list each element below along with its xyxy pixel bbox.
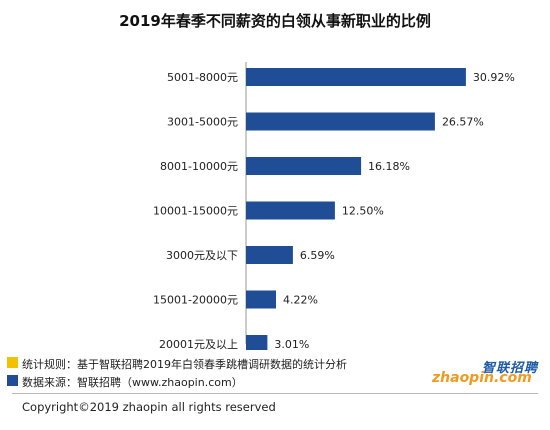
bar-chart: 5001-8000元 30.92% 3001-5000元 26.57% 8001-100… — [153, 62, 515, 350]
value-label-5: 4.22% — [283, 294, 318, 307]
bars-group: 5001-8000元 30.92% 3001-5000元 26.57% 8001-100… — [153, 68, 515, 350]
bar-2 — [246, 157, 362, 175]
note-source: 数据来源：智联招聘（www.zhaopin.com） — [7, 374, 243, 390]
category-label-0: 5001-8000元 — [167, 71, 238, 84]
note-source-text: 数据来源：智联招聘（www.zhaopin.com） — [22, 376, 243, 389]
bar-5 — [246, 290, 276, 309]
copyright-text: Copyright©2019 zhaopin all rights reserv… — [22, 400, 276, 414]
blue-square-icon — [7, 375, 18, 386]
yellow-square-icon — [7, 357, 18, 368]
value-label-2: 16.18% — [368, 160, 410, 173]
value-label-4: 6.59% — [300, 249, 335, 262]
footer-divider — [12, 393, 538, 394]
note-rule-text: 统计规则：基于智联招聘2019年白领春季跳槽调研数据的统计分析 — [22, 358, 347, 371]
category-label-1: 3001-5000元 — [167, 116, 238, 129]
category-label-4: 3000元及以下 — [166, 249, 238, 262]
logo-en-text: zhaopin.com — [432, 370, 532, 386]
category-label-6: 20001元及以上 — [159, 338, 238, 350]
chart-title: 2019年春季不同薪资的白领从事新职业的比例 — [119, 12, 431, 30]
category-label-3: 10001-15000元 — [153, 205, 238, 218]
value-label-0: 30.92% — [473, 71, 515, 84]
bar-6 — [246, 335, 268, 350]
zhaopin-logo: 智联招聘 zhaopin.com — [432, 357, 538, 387]
category-label-5: 15001-20000元 — [153, 294, 238, 307]
bar-4 — [246, 246, 293, 264]
bar-0 — [246, 68, 466, 86]
value-label-1: 26.57% — [442, 116, 484, 129]
note-rule: 统计规则：基于智联招聘2019年白领春季跳槽调研数据的统计分析 — [7, 356, 347, 372]
category-label-2: 8001-10000元 — [160, 160, 238, 173]
value-label-6: 3.01% — [274, 338, 309, 350]
bar-3 — [246, 201, 335, 220]
logo-cn-text: 智联招聘 — [481, 361, 538, 376]
bar-1 — [246, 112, 435, 131]
value-label-3: 12.50% — [342, 205, 384, 218]
